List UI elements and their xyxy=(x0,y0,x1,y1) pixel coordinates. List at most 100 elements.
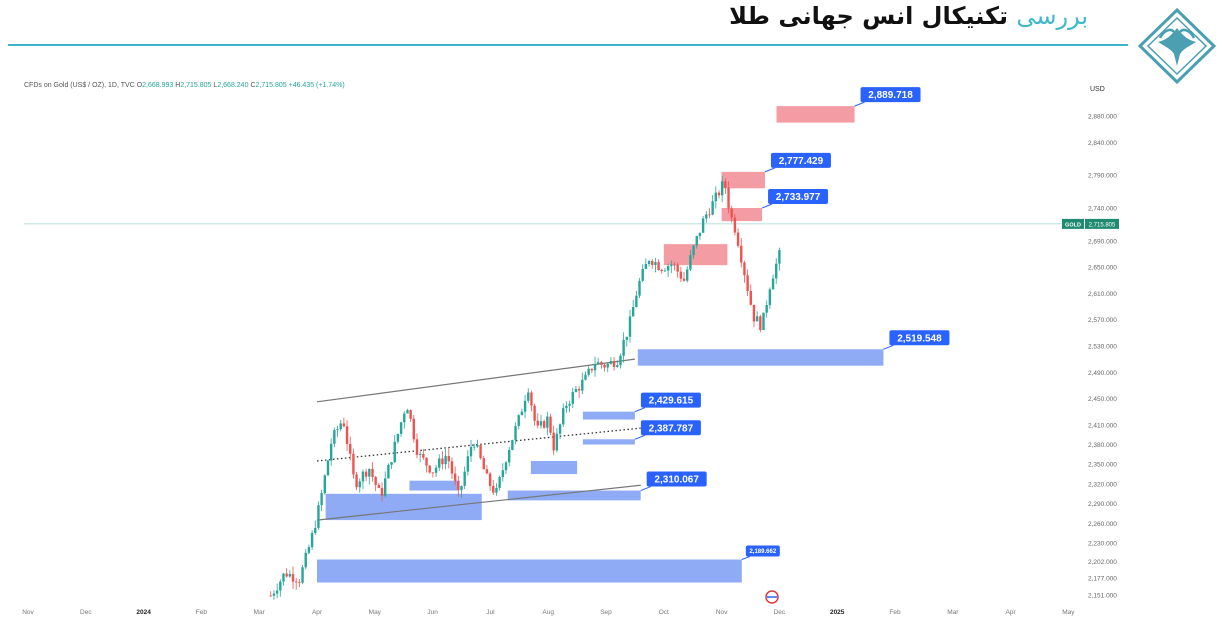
time-tick-label: Jul xyxy=(486,609,495,616)
candle-body xyxy=(717,192,721,196)
candle-body xyxy=(698,232,702,237)
candle-body xyxy=(358,481,361,488)
candle-body xyxy=(536,420,539,426)
candle-body xyxy=(422,453,425,458)
candle-body xyxy=(364,471,368,477)
candle-body xyxy=(342,423,346,427)
low-label: L xyxy=(213,82,218,89)
supply-zone xyxy=(663,244,728,266)
time-tick-label: Jun xyxy=(427,609,438,616)
candle-body xyxy=(657,262,660,271)
last-price-symbol-tag xyxy=(1062,218,1084,229)
candle-body xyxy=(272,593,276,596)
candle-body xyxy=(679,271,683,279)
candle-body xyxy=(730,208,733,218)
zone-callout-pointer xyxy=(883,344,894,350)
candle-body xyxy=(549,416,552,433)
demand-zone xyxy=(582,411,635,420)
candle-body xyxy=(600,362,603,365)
candle-body xyxy=(647,261,651,264)
zone-price-label: 2,777.429 xyxy=(779,156,824,167)
candle-body xyxy=(457,480,460,491)
zone-callout-box xyxy=(745,545,780,557)
candle-body xyxy=(466,456,470,472)
channel-line xyxy=(316,358,635,403)
time-tick-label: Mar xyxy=(947,609,959,616)
zone-callout-box xyxy=(889,330,950,346)
candle-body xyxy=(438,458,441,468)
price-tick-label: 2,290.000 xyxy=(1088,501,1117,508)
candle-body xyxy=(593,364,597,371)
candle-body xyxy=(517,415,520,427)
candle-body xyxy=(596,362,600,365)
brand-logo xyxy=(1138,8,1216,84)
candle-body xyxy=(498,477,501,488)
candle-body xyxy=(660,270,663,272)
candle-body xyxy=(368,468,371,477)
candle-body xyxy=(415,439,419,455)
candle-body xyxy=(558,424,562,434)
price-tick-label: 2,790.000 xyxy=(1088,173,1117,180)
candle-body xyxy=(333,430,336,444)
price-tick-label: 2,450.000 xyxy=(1088,396,1117,403)
time-tick-label: Oct xyxy=(659,609,669,616)
candle-body xyxy=(771,278,775,290)
candle-body xyxy=(682,278,686,281)
candle-body xyxy=(476,444,479,447)
zone-price-label: 2,733.977 xyxy=(776,192,821,203)
candle-body xyxy=(377,484,381,488)
candle-body xyxy=(692,245,695,256)
supply-zone xyxy=(721,207,763,222)
time-tick-label: Feb xyxy=(889,609,901,616)
currency-label: USD xyxy=(1090,86,1105,93)
title-accent: بررسی xyxy=(1016,2,1088,30)
candle-body xyxy=(307,547,311,553)
candle-body xyxy=(279,581,282,591)
price-tick-label: 2,650.000 xyxy=(1088,265,1117,272)
title-main: تکنیکال انس جهانی طلا xyxy=(729,2,1009,30)
time-tick-label: Sep xyxy=(600,609,612,616)
candle-body xyxy=(288,574,292,577)
candle-body xyxy=(746,275,749,292)
candle-body xyxy=(269,595,272,597)
candle-body xyxy=(705,214,708,219)
candle-body xyxy=(733,217,737,233)
candle-body xyxy=(418,453,422,455)
change-value: +46.435 (+1.74%) xyxy=(288,82,345,89)
price-tick-label: 2,410.000 xyxy=(1088,422,1117,429)
price-tick-label: 2,202.000 xyxy=(1088,559,1117,566)
zone-callout-pointer xyxy=(764,167,776,173)
candle-body xyxy=(482,458,485,470)
candle-body xyxy=(539,421,543,426)
candle-body xyxy=(654,262,657,265)
candle-body xyxy=(724,181,727,188)
candle-body xyxy=(310,532,314,548)
price-tick-label: 2,350.000 xyxy=(1088,462,1117,469)
price-tick-label: 2,380.000 xyxy=(1088,442,1117,449)
candle-body xyxy=(450,461,454,474)
candle-body xyxy=(612,360,616,367)
page-header: بررسی تکنیکال انس جهانی طلا xyxy=(0,0,1225,48)
price-tick-label: 2,530.000 xyxy=(1088,343,1117,350)
zone-price-label: 2,387.787 xyxy=(649,423,694,434)
demand-zone xyxy=(582,439,635,445)
candle-body xyxy=(727,187,730,209)
zone-callout-box xyxy=(646,471,707,487)
open-label: O xyxy=(136,82,143,89)
symbol-label: CFDs on Gold (US$ / OZ), 1D, TVC xyxy=(24,82,135,89)
candle-body xyxy=(755,316,759,322)
candle-body xyxy=(555,433,559,451)
demand-zone xyxy=(507,490,641,501)
candle-body xyxy=(434,467,438,473)
candle-body xyxy=(507,449,511,463)
candle-body xyxy=(511,439,514,450)
price-tick-label: 2,320.000 xyxy=(1088,481,1117,488)
candle-body xyxy=(720,181,724,196)
candle-body xyxy=(701,218,705,233)
low-value: 2,668.240 xyxy=(217,82,249,89)
channel-line xyxy=(316,484,641,521)
candle-body xyxy=(546,416,549,428)
price-axis-panel xyxy=(1083,80,1123,610)
zone-price-label: 2,519.548 xyxy=(897,333,942,344)
